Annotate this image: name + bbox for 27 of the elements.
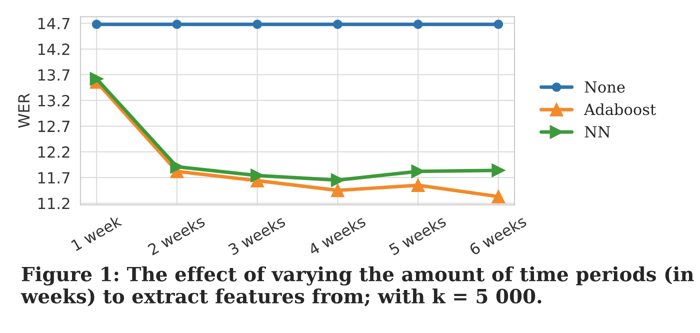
y-tick-label: 11.7 — [38, 172, 70, 184]
point — [250, 168, 264, 182]
point — [92, 20, 102, 30]
point — [170, 160, 184, 174]
point — [413, 20, 423, 30]
y-axis-title: WER — [18, 93, 30, 128]
point — [411, 178, 425, 192]
legend-label: None — [584, 81, 625, 93]
point — [90, 72, 104, 86]
legend-label: NN — [584, 126, 610, 138]
point — [492, 164, 506, 178]
y-tick-label: 14.7 — [38, 18, 70, 30]
point — [494, 20, 504, 30]
y-tick-label: 13.2 — [38, 94, 70, 106]
point — [492, 190, 506, 204]
point — [330, 184, 344, 198]
y-tick-label: 13.7 — [38, 69, 70, 81]
point — [252, 20, 262, 30]
y-tick-label: 12.2 — [38, 146, 70, 158]
legend-label: Adaboost — [584, 103, 656, 116]
point — [330, 173, 344, 187]
point — [333, 20, 342, 30]
caption: Figure 1: The effect of varying the amount of time periods (in weeks) to extract features from; with k = 5 000. — [20, 266, 694, 306]
point — [172, 20, 182, 30]
y-tick-label: 12.7 — [38, 120, 70, 132]
y-tick-label: 11.2 — [38, 198, 70, 210]
y-tick-label: 14.2 — [38, 44, 70, 55]
